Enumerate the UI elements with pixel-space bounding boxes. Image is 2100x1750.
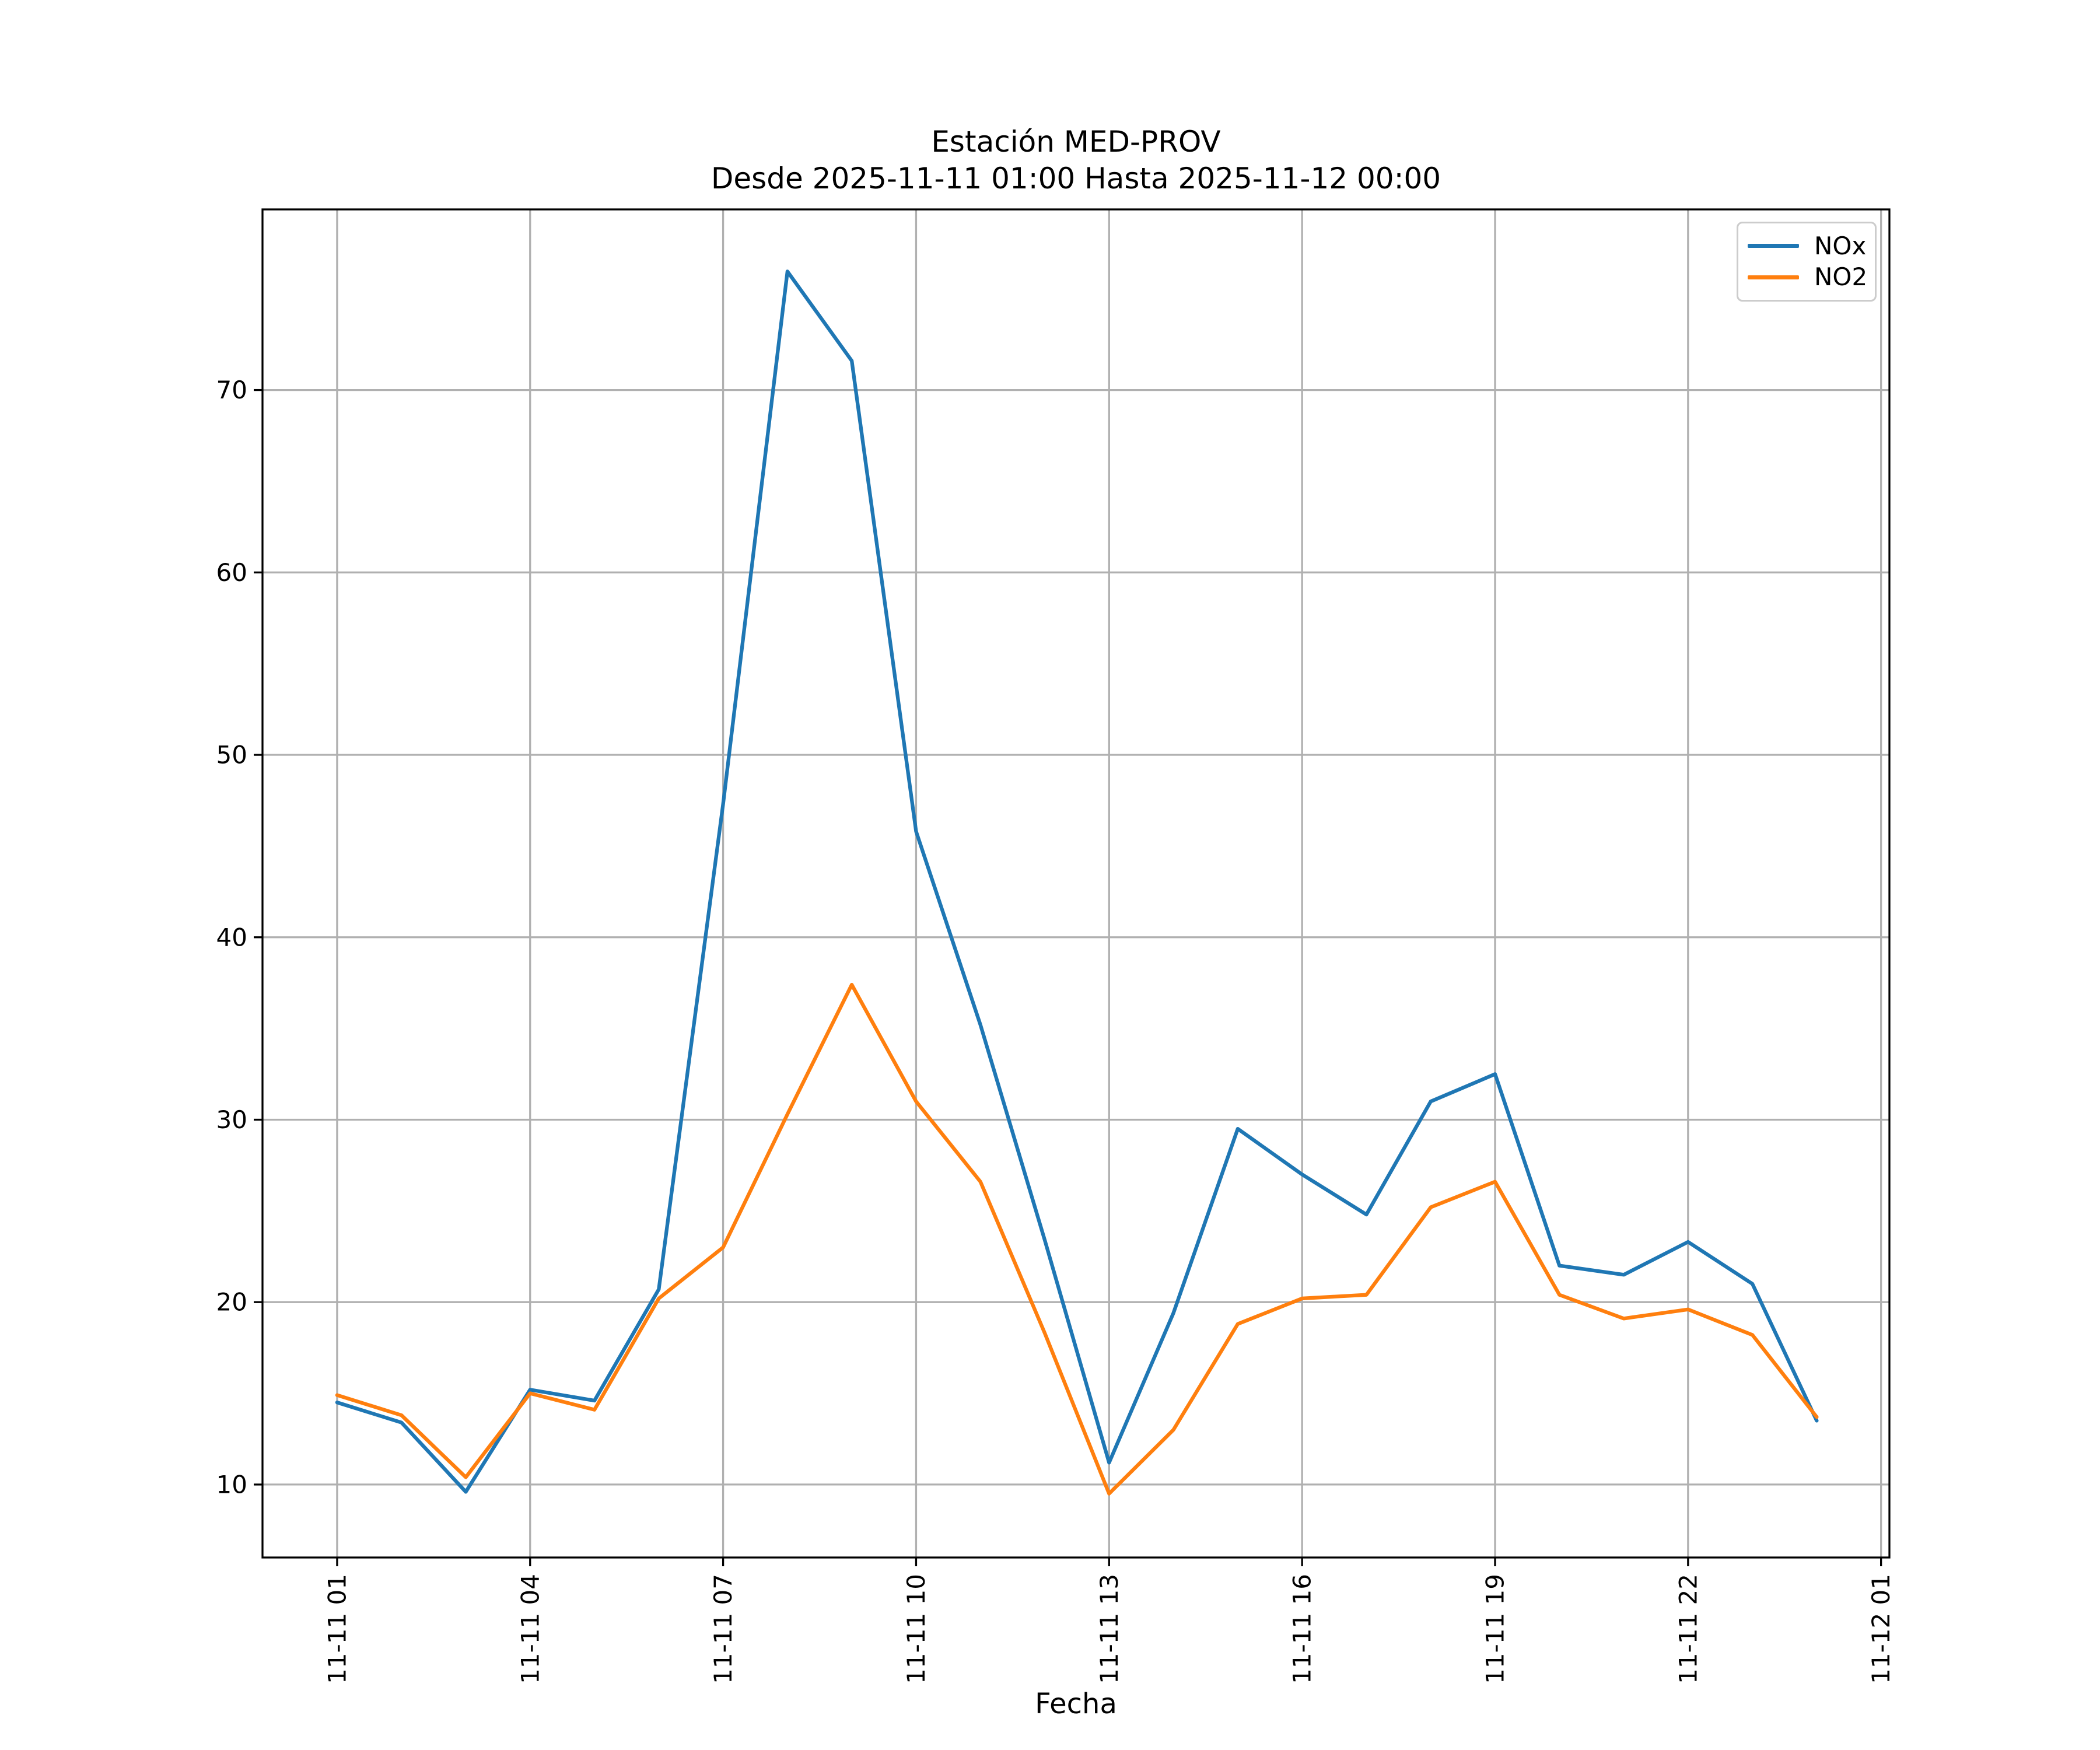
- legend-label-nox: NOx: [1814, 231, 1867, 260]
- data-series-lines: [335, 270, 1819, 1496]
- x-tick-label: 11-11 13: [1095, 1574, 1124, 1684]
- x-tick-label: 11-11 22: [1674, 1574, 1702, 1684]
- axes-and-ticks: [254, 208, 1891, 1566]
- chart-subtitle: Desde 2025-11-11 01:00 Hasta 2025-11-12 …: [710, 162, 1441, 195]
- no2-line-sample: [1748, 275, 1799, 279]
- x-tick-label: 11-11 07: [709, 1574, 737, 1684]
- x-axis-label: Fecha: [1035, 1688, 1117, 1720]
- legend-label-no2: NO2: [1814, 262, 1868, 292]
- y-tick-label: 20: [216, 1288, 247, 1317]
- legend-item-nox: NOx: [1748, 231, 1867, 260]
- y-tick-label: 50: [216, 741, 247, 769]
- y-tick-label: 70: [216, 376, 247, 404]
- nox-line-sample: [1748, 244, 1799, 249]
- chart-title: Estación MED-PROV: [931, 125, 1221, 159]
- tick-labels: 11-11 01 11-11 04 11-11 07 11-11 10 11-11 13…: [216, 376, 1896, 1684]
- x-tick-label: 11-11 19: [1480, 1574, 1509, 1684]
- x-tick-label: 11-12 01: [1867, 1574, 1895, 1684]
- x-tick-label: 11-11 01: [323, 1574, 351, 1684]
- x-tick-label: 11-11 04: [516, 1574, 544, 1684]
- legend-item-no2: NO2: [1748, 262, 1868, 292]
- grid-lines: [262, 209, 1889, 1558]
- y-tick-label: 60: [216, 558, 247, 587]
- y-tick-label: 10: [216, 1470, 247, 1499]
- x-tick-label: 11-11 16: [1288, 1574, 1317, 1684]
- y-tick-label: 30: [216, 1105, 247, 1134]
- y-tick-label: 40: [216, 923, 247, 951]
- x-tick-label: 11-11 10: [902, 1574, 930, 1684]
- legend: NOx NO2: [1737, 222, 1877, 302]
